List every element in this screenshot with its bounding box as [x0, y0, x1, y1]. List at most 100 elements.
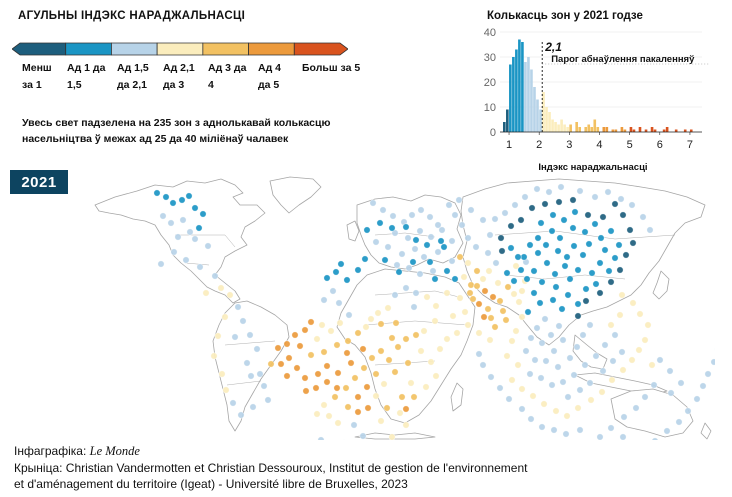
map-zone-dot [619, 433, 627, 440]
map-zone-dot [285, 354, 293, 362]
map-zone-dot [491, 323, 499, 331]
map-zone-dot [182, 256, 190, 264]
map-zone-dot [464, 321, 472, 329]
scale-swatch-5 [248, 42, 295, 56]
map-zone-dot [582, 285, 590, 293]
map-zone-dot [515, 298, 523, 306]
map-zone-dot [579, 251, 587, 259]
map-zone-dot [391, 229, 399, 237]
map-zone-dot [526, 241, 534, 249]
map-zone-dot [344, 403, 352, 411]
map-zone-dot [426, 213, 434, 221]
map-zone-dot [436, 345, 444, 353]
uk-outline [346, 220, 360, 242]
map-zone-dot [503, 269, 511, 277]
map-zone-dot [423, 293, 431, 301]
map-zone-dot [398, 393, 406, 401]
map-zone-dot [380, 380, 388, 388]
hist-bar [518, 39, 521, 132]
map-zone-dot [597, 234, 605, 242]
map-zone-dot [541, 315, 549, 323]
map-zone-dot [408, 211, 416, 219]
source-note: Крыніца: Christian Vandermotten et Chris… [14, 460, 714, 492]
map-zone-dot [550, 426, 558, 434]
map-zone-dot [385, 356, 393, 364]
map-zone-dot [191, 235, 199, 243]
map-zone-dot [548, 381, 556, 389]
scale-label-4: Ад 3 да 4 [208, 62, 247, 91]
map-zone-dot [677, 379, 685, 387]
map-zone-dot [596, 289, 604, 297]
map-zone-dot [410, 393, 418, 401]
map-zone-dot [611, 200, 619, 208]
hist-xtick-label: 1 [506, 139, 512, 151]
map-zone-dot [199, 210, 207, 218]
map-zone-dot [247, 372, 255, 380]
map-zone-dot [448, 237, 456, 245]
map-zone-dot [327, 327, 335, 335]
map-zone-dot [555, 198, 563, 206]
map-zone-dot [420, 327, 428, 335]
map-zone-dot [518, 313, 526, 321]
map-zone-dot [479, 216, 487, 224]
map-zone-dot [344, 337, 352, 345]
map-zone-dot [383, 404, 391, 412]
map-zone-dot [256, 370, 264, 378]
hist-ytick-label: 0 [490, 127, 496, 139]
map-zone-dot [502, 316, 510, 324]
map-zone-dot [333, 384, 341, 392]
north-america-outline [94, 178, 266, 304]
map-zone-dot [556, 234, 564, 242]
hist-bar [632, 129, 636, 132]
map-zone-dot [337, 260, 345, 268]
map-zone-dot [345, 311, 353, 319]
map-zone-dot [191, 204, 199, 212]
map-zone-dot [641, 336, 649, 344]
map-zone-dot [599, 213, 607, 221]
hist-bar [644, 129, 648, 132]
map-zone-dot [354, 408, 362, 416]
map-zone-dot [359, 432, 367, 440]
hist-threshold-value: 2,1 [544, 40, 562, 54]
map-zone-dot [301, 374, 309, 382]
map-zone-dot [629, 239, 637, 247]
map-zone-dot [491, 215, 499, 223]
map-zone-dot [611, 254, 619, 262]
map-zone-dot [644, 321, 652, 329]
hist-ytick-label: 40 [484, 27, 496, 39]
map-zone-dot [534, 249, 542, 257]
histogram-title: Колькасць зон у 2021 годзе [487, 10, 643, 22]
map-zone-dot [508, 376, 516, 384]
japan-outline [652, 270, 670, 300]
scale-label-5: Ад 4 да 5 [258, 62, 282, 91]
color-scale-bar [12, 42, 348, 56]
map-zone-dot [412, 331, 420, 339]
map-zone-dot [616, 311, 624, 319]
map-zone-dot [585, 240, 593, 248]
map-zone-dot [402, 335, 410, 343]
map-zone-dot [342, 384, 350, 392]
map-zone-dot [512, 327, 520, 335]
map-zone-dot [619, 211, 627, 219]
map-zone-dot [666, 367, 674, 375]
hist-xtick-label: 5 [627, 139, 633, 151]
map-zone-dot [417, 206, 425, 214]
map-zone-dot [392, 319, 400, 327]
map-zone-dot [312, 384, 320, 392]
map-zone-dot [537, 219, 545, 227]
map-zone-dot [234, 303, 242, 311]
summary-line-1: Увесь свет падзелена на 235 зон з адноль… [22, 117, 331, 129]
hist-bar [638, 127, 642, 132]
map-zone-dot [427, 358, 435, 366]
map-zone-dot [445, 201, 453, 209]
map-zone-dot [360, 364, 368, 372]
map-zone-dot [663, 427, 671, 435]
map-zone-dot [543, 259, 551, 267]
map-zone-dot [320, 296, 328, 304]
source-line-2: et d'aménagement du territoire (Igeat) -… [14, 477, 408, 491]
hist-bar [536, 99, 539, 132]
map-zone-dot [475, 329, 483, 337]
map-zone-dot [617, 195, 625, 203]
map-zone-dot [333, 341, 341, 349]
map-zone-dot [549, 296, 557, 304]
